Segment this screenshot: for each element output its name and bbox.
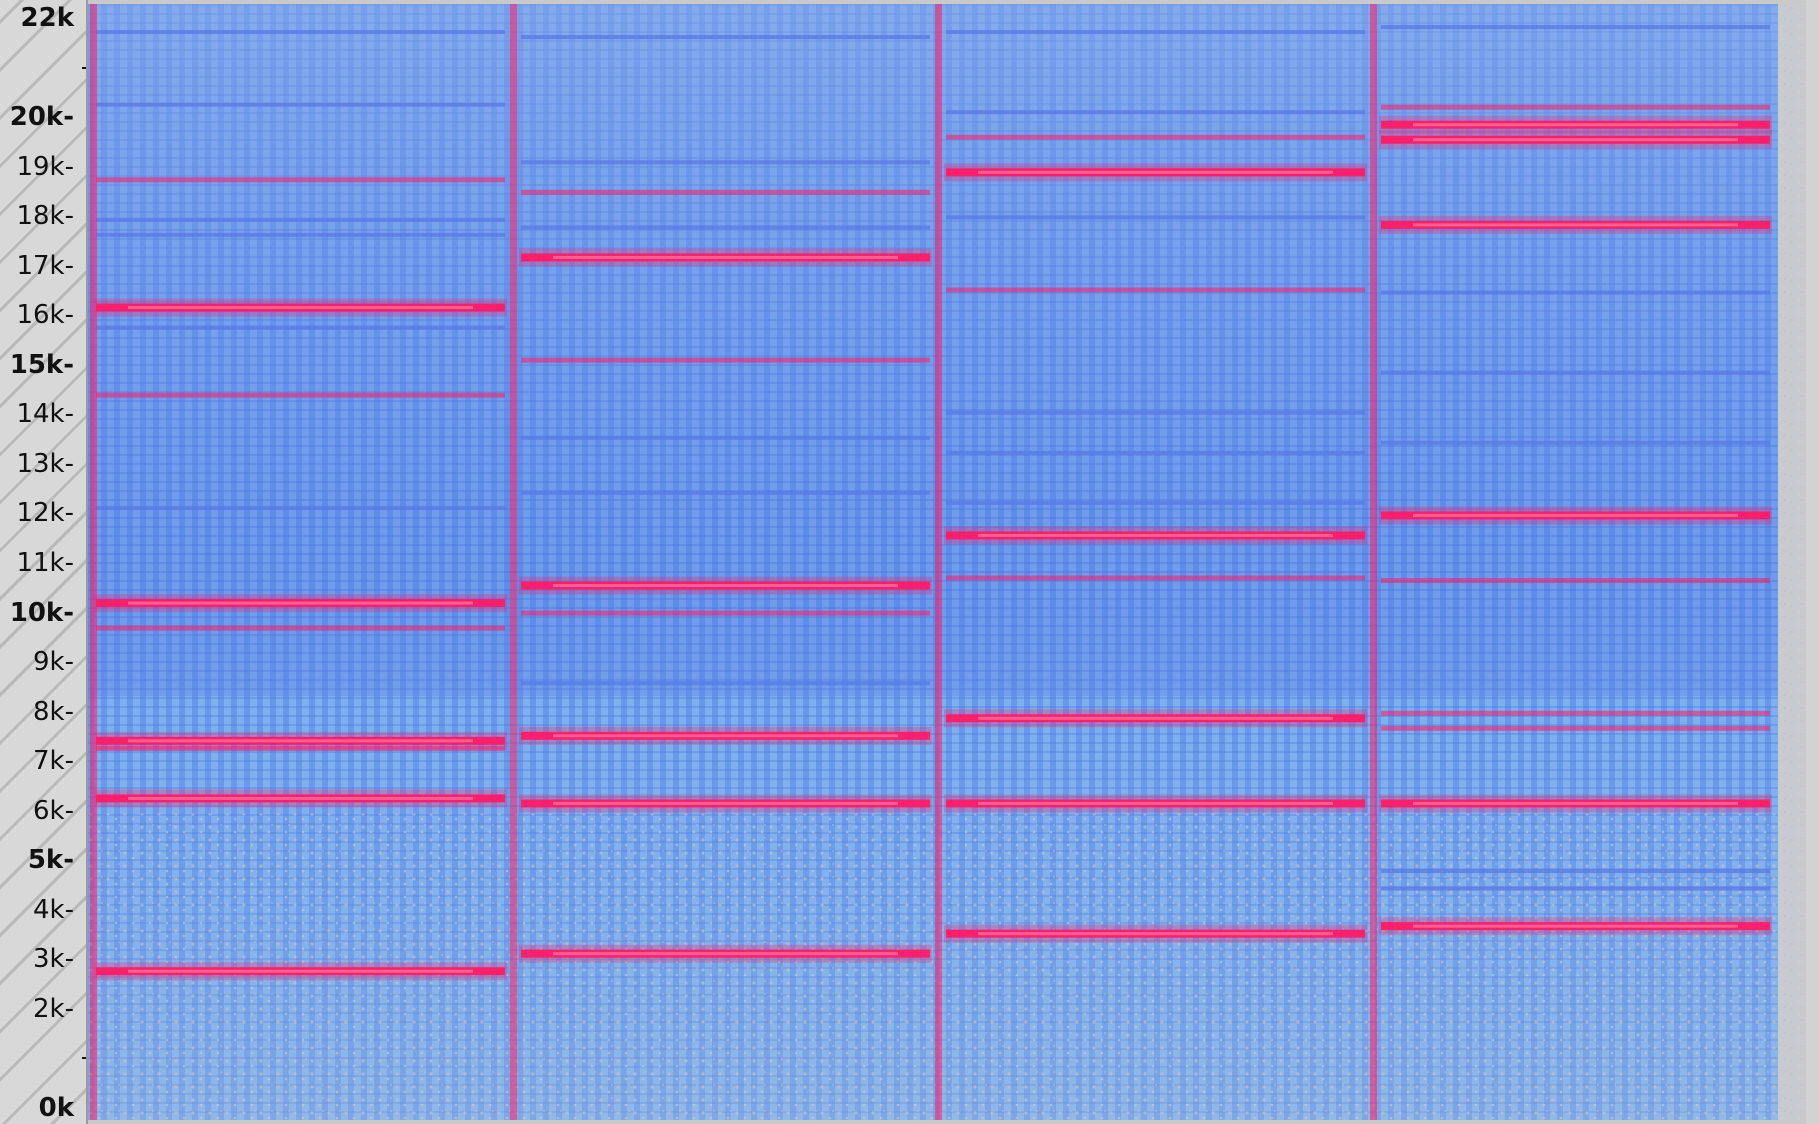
tone-line-weak — [96, 217, 505, 222]
frequency-tick-label: 3k- — [33, 944, 74, 975]
tone-core — [553, 734, 898, 738]
tone-core — [553, 952, 898, 956]
tone-line-weak — [96, 232, 505, 237]
tone-line-medium — [1381, 578, 1770, 584]
tone-line-weak — [946, 410, 1365, 415]
tone-line-weak — [946, 500, 1365, 505]
tone-line-medium — [96, 745, 505, 751]
tone-core — [128, 306, 473, 310]
frequency-tick-label: 11k- — [16, 548, 74, 578]
trailing-noise — [1778, 4, 1806, 1120]
frequency-tick-label: 4k- — [33, 894, 74, 925]
tone-core — [553, 255, 898, 259]
tone-line-weak — [521, 35, 930, 40]
frequency-tick-label: 2k- — [33, 993, 74, 1024]
tone-line-weak — [521, 435, 930, 440]
frequency-tick-label: 10k- — [9, 597, 74, 628]
tone-core — [553, 584, 898, 588]
tone-line-weak — [521, 160, 930, 165]
spectrogram-segment — [88, 4, 513, 1120]
tone-line-weak — [1381, 370, 1770, 375]
tone-core — [978, 716, 1333, 720]
tone-line-weak — [521, 681, 930, 686]
tone-line-weak — [1381, 440, 1770, 445]
frequency-ruler: 22k 20k- 19k- 18k- 17k- 16k- 15k- 14k- 13k- 12k- 1… — [0, 0, 88, 1124]
tone-line-medium — [521, 189, 930, 195]
spectrogram-segment — [935, 4, 1373, 1120]
frequency-tick-label: 7k- — [33, 746, 74, 777]
tone-core — [1413, 924, 1738, 928]
tone-line-medium — [946, 134, 1365, 140]
tone-line-medium — [946, 287, 1365, 293]
tone-line-weak — [96, 102, 505, 107]
tone-line-medium — [96, 177, 505, 183]
tone-core — [1413, 138, 1738, 142]
tone-line-weak — [96, 505, 505, 510]
tone-core — [978, 533, 1333, 537]
frequency-tick-label: 16k- — [16, 300, 74, 331]
tone-core — [978, 801, 1333, 805]
tone-line-medium — [96, 392, 505, 398]
tone-line-medium — [1381, 725, 1770, 731]
right-margin — [1806, 0, 1819, 1124]
onset-transient — [90, 4, 97, 1120]
tone-core — [978, 170, 1333, 174]
tone-core — [1413, 123, 1738, 127]
tone-line-medium — [1381, 710, 1770, 716]
tone-line-weak — [96, 30, 505, 35]
frequency-tick-label: 0k — [38, 1093, 74, 1123]
onset-transient — [1370, 4, 1377, 1120]
tone-line-weak — [946, 110, 1365, 115]
tone-core — [553, 801, 898, 805]
tone-line-weak — [1381, 290, 1770, 295]
spectrogram-view[interactable] — [88, 4, 1806, 1120]
tone-line-weak — [521, 225, 930, 230]
frequency-tick-label: 12k- — [16, 498, 74, 529]
tone-line-weak — [946, 30, 1365, 35]
frequency-tick-label: 5k- — [27, 845, 74, 876]
tone-line-weak — [96, 325, 505, 330]
tone-core — [1413, 801, 1738, 805]
tone-line-weak — [1381, 869, 1770, 874]
frequency-tick-label: 17k- — [16, 250, 74, 281]
spectrogram-segment — [510, 4, 938, 1120]
tone-core — [128, 739, 473, 743]
tone-core — [128, 969, 473, 973]
tone-line-medium — [521, 357, 930, 363]
tone-line-weak — [1381, 886, 1770, 891]
frequency-tick-label: 9k- — [33, 647, 74, 678]
frequency-tick-label: 20k- — [9, 102, 74, 133]
tone-line-medium — [96, 625, 505, 631]
frequency-tick-label: 8k- — [33, 696, 74, 727]
tone-line-medium — [946, 575, 1365, 581]
frequency-tick-label: 14k- — [16, 399, 74, 430]
onset-transient — [510, 4, 517, 1120]
tone-line-weak — [1381, 25, 1770, 30]
frequency-minor-tick — [82, 66, 86, 69]
tone-line-weak — [946, 215, 1365, 220]
tone-line-medium — [1381, 104, 1770, 110]
spectrogram-segments — [88, 4, 1806, 1120]
frequency-tick-label: 15k- — [9, 349, 74, 380]
tone-line-medium — [521, 610, 930, 616]
tone-core — [978, 932, 1333, 936]
frequency-tick-label: 13k- — [16, 448, 74, 479]
onset-transient — [935, 4, 942, 1120]
frequency-tick-label: 22k — [20, 3, 74, 33]
tone-core — [128, 601, 473, 605]
frequency-minor-tick — [82, 1057, 86, 1060]
spectrogram-segment — [1370, 4, 1778, 1120]
frequency-tick-label: 6k- — [33, 795, 74, 826]
tone-core — [128, 796, 473, 800]
tone-core — [1413, 223, 1738, 227]
tone-line-weak — [946, 450, 1365, 455]
tone-core — [1413, 513, 1738, 517]
tone-line-weak — [521, 490, 930, 495]
frequency-tick-label: 18k- — [16, 201, 74, 232]
frequency-tick-label: 19k- — [16, 151, 74, 182]
